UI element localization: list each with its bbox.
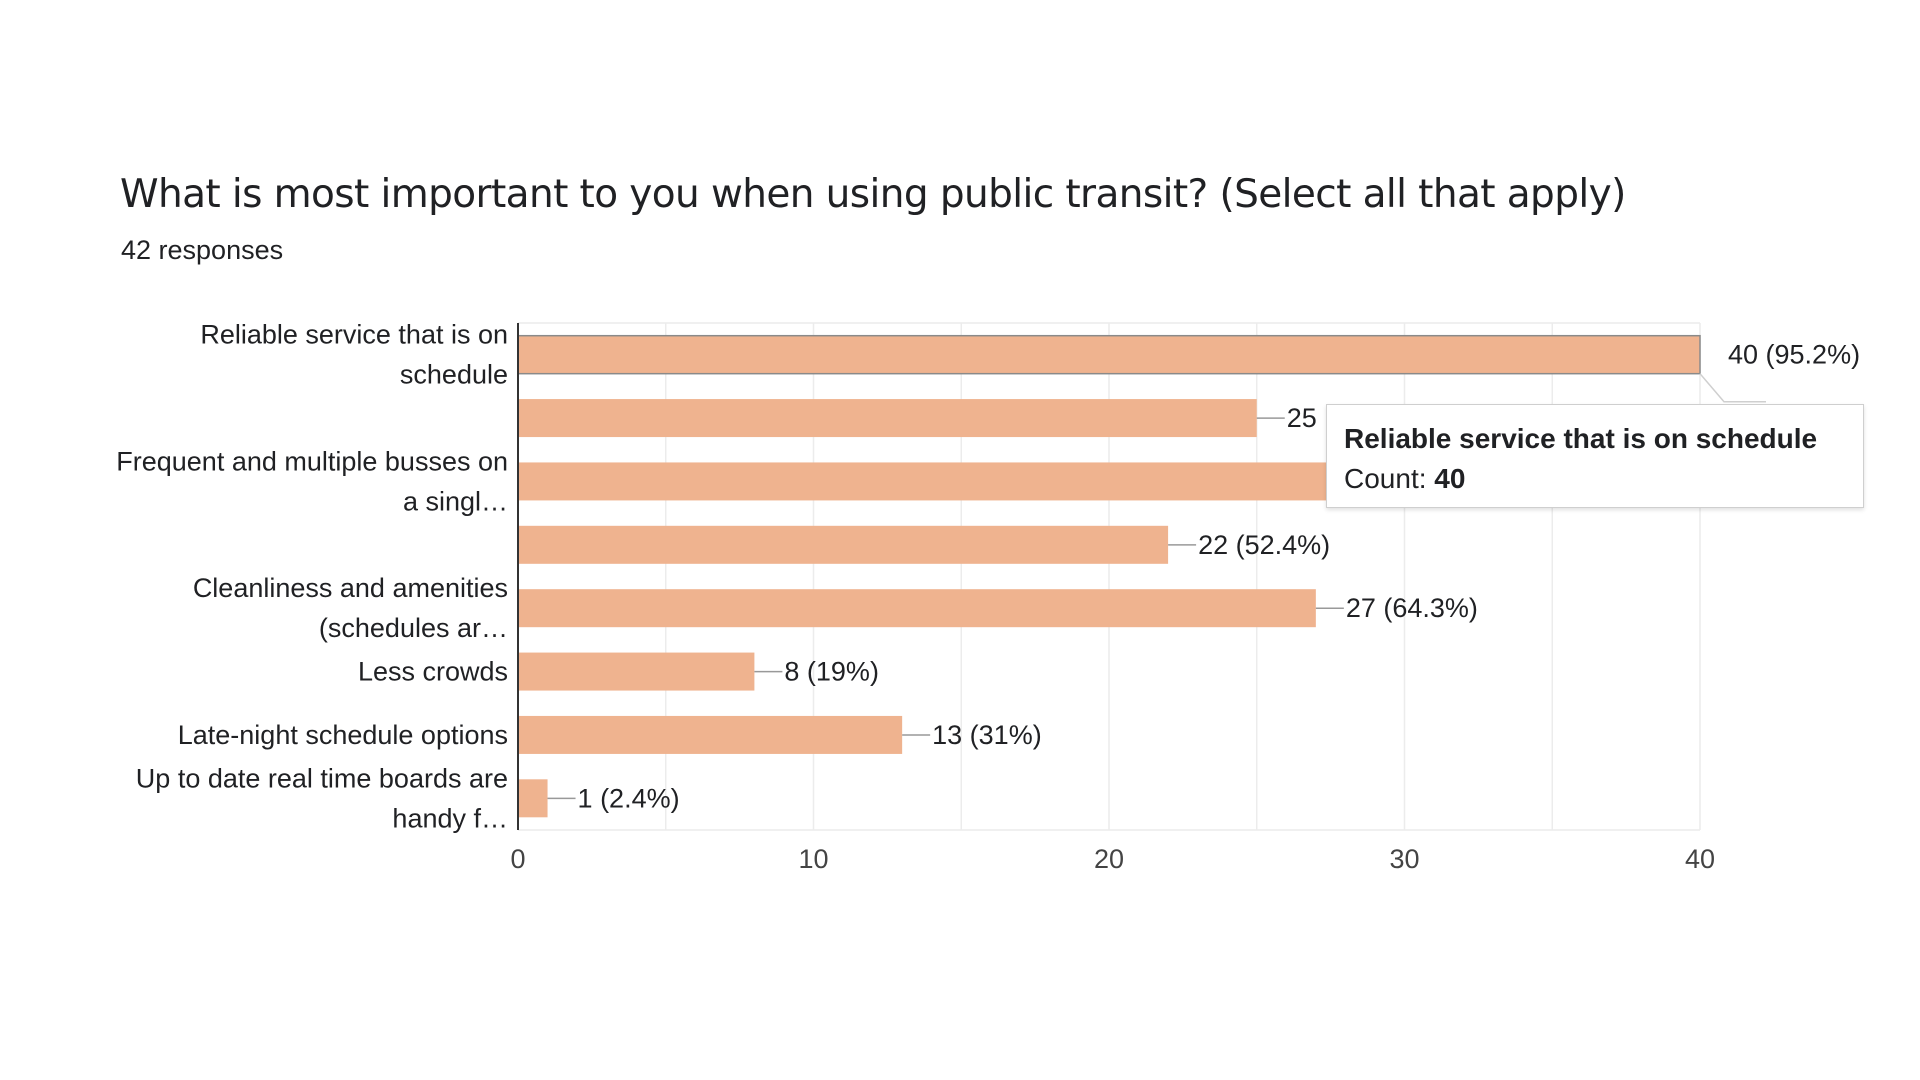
category-label: Less crowds xyxy=(358,657,508,687)
category-label: handy f… xyxy=(392,803,508,833)
category-label: (schedules ar… xyxy=(319,613,508,643)
data-label: 8 (19%) xyxy=(784,657,879,687)
x-tick-label: 30 xyxy=(1389,844,1419,874)
bar xyxy=(518,525,1169,564)
category-label: Late-night schedule options xyxy=(178,720,508,750)
response-count: 42 responses xyxy=(121,235,284,265)
data-label: 25 xyxy=(1287,403,1317,433)
tooltip-count-value: 40 xyxy=(1434,463,1466,494)
chart-tooltip: Reliable service that is on schedule Cou… xyxy=(1326,404,1864,508)
bar xyxy=(518,715,903,754)
category-label: Up to date real time boards are xyxy=(136,763,508,793)
chart-title: What is most important to you when using… xyxy=(120,172,1626,217)
category-label: schedule xyxy=(400,360,508,390)
tooltip-count-label: Count: xyxy=(1344,463,1427,494)
category-label: Reliable service that is on xyxy=(200,320,508,350)
data-label: 13 (31%) xyxy=(932,720,1042,750)
bar xyxy=(518,652,755,691)
category-label: Frequent and multiple busses on xyxy=(116,446,508,476)
data-label: 27 (64.3%) xyxy=(1346,593,1478,623)
tooltip-pointer xyxy=(1699,373,1766,403)
tooltip-title: Reliable service that is on schedule xyxy=(1344,423,1818,454)
tooltip-count: Count: 40 xyxy=(1344,459,1863,499)
bar xyxy=(518,399,1257,438)
x-tick-label: 40 xyxy=(1685,844,1715,874)
bar xyxy=(518,779,548,818)
x-tick-label: 0 xyxy=(510,844,525,874)
data-label: 22 (52.4%) xyxy=(1198,530,1330,560)
bar xyxy=(518,462,1346,501)
bar xyxy=(517,334,1701,375)
x-tick-label: 20 xyxy=(1094,844,1124,874)
category-label: a singl… xyxy=(403,486,508,516)
data-label: 1 (2.4%) xyxy=(578,783,680,813)
category-label: Cleanliness and amenities xyxy=(193,573,508,603)
data-label: 40 (95.2%) xyxy=(1728,340,1860,370)
bar xyxy=(518,589,1316,628)
x-tick-label: 10 xyxy=(798,844,828,874)
